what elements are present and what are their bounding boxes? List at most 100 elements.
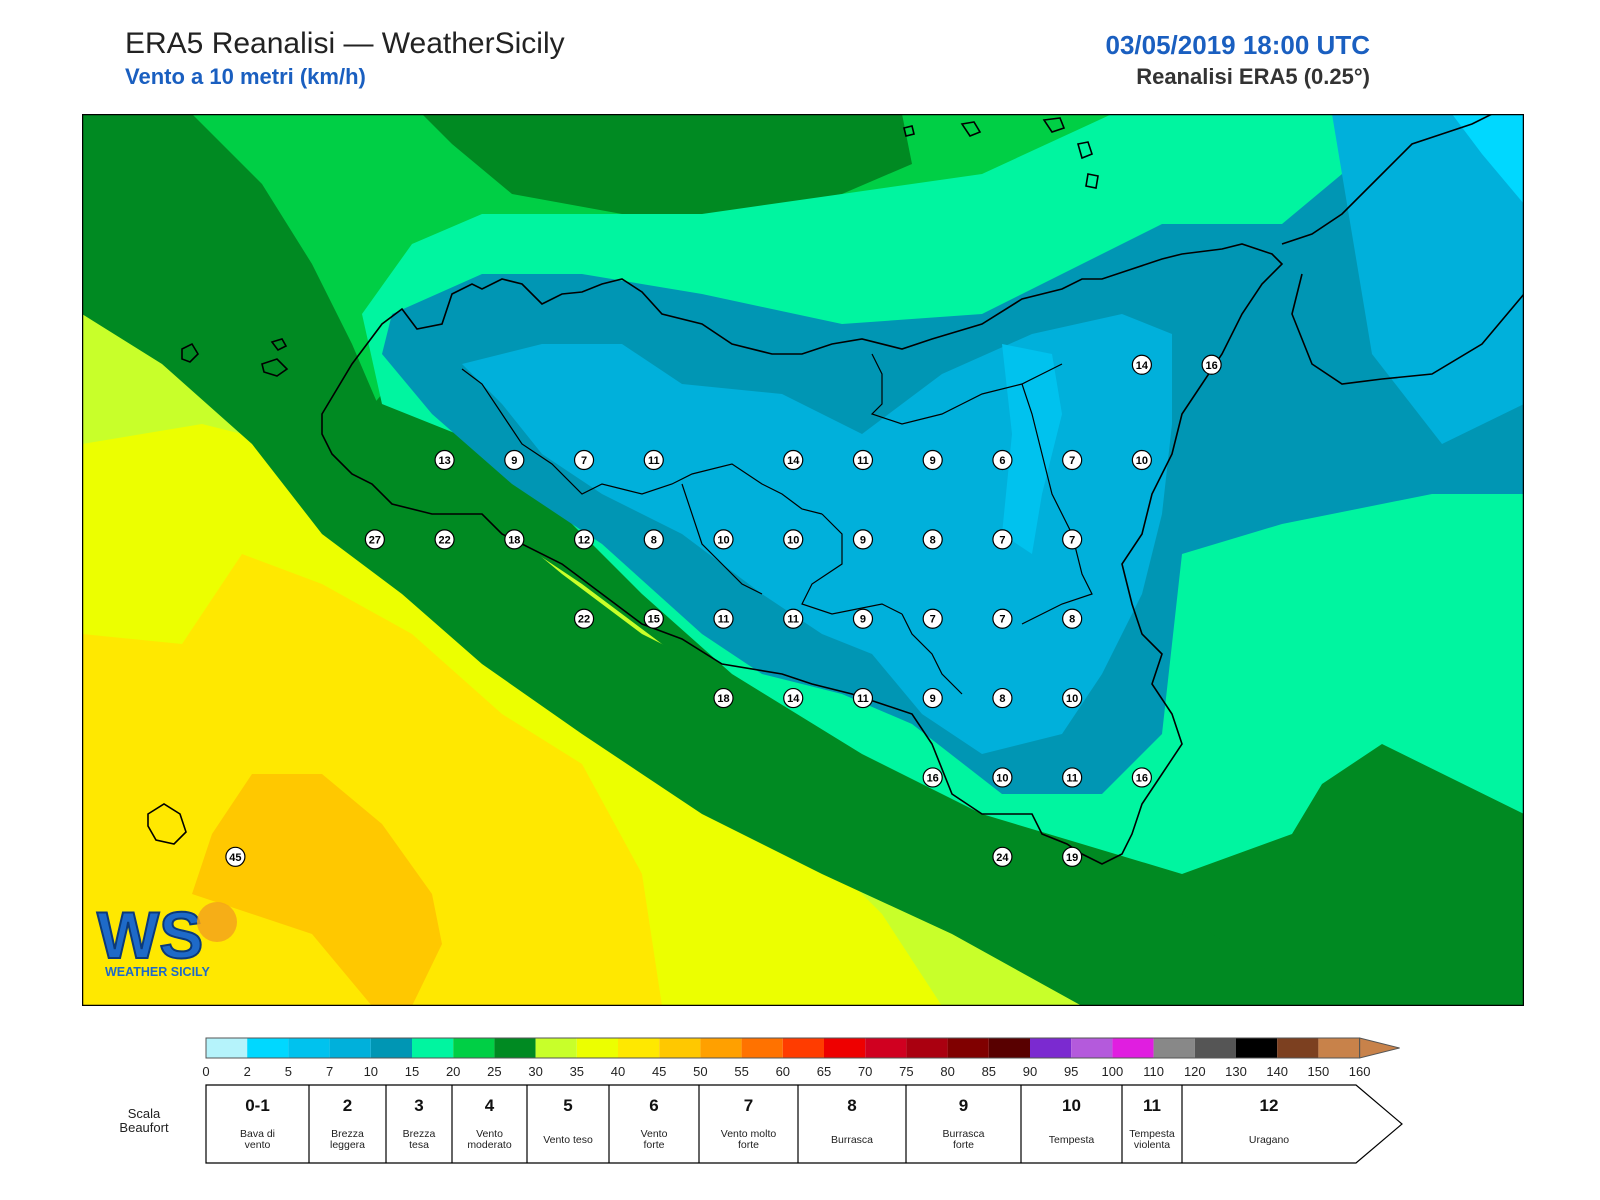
station-value: 45 <box>229 852 241 864</box>
station-marker: 9 <box>852 529 874 550</box>
station-marker: 11 <box>713 608 734 629</box>
station-value: 18 <box>508 534 520 546</box>
tick-label: 25 <box>487 1064 501 1079</box>
ws-logo-icon: WS WEATHER SICILY <box>96 897 237 979</box>
station-circle <box>992 687 1013 709</box>
station-value: 10 <box>1136 455 1148 467</box>
beaufort-label: Scala Beaufort <box>119 1106 169 1135</box>
beaufort-class: 3 Brezza tesa <box>403 1096 436 1151</box>
station-circle <box>364 529 385 550</box>
station-marker: 18 <box>713 687 734 709</box>
station-circle <box>1062 449 1083 471</box>
station-value: 10 <box>1066 693 1078 705</box>
tick-label: 2 <box>244 1064 251 1079</box>
page-title: ERA5 Reanalisi — WeatherSicily <box>125 27 565 60</box>
station-value: 7 <box>999 614 1005 626</box>
station-marker: 8 <box>922 529 943 550</box>
tick-label: 5 <box>285 1064 292 1079</box>
station-circle <box>992 608 1013 629</box>
station-circle <box>1201 354 1222 375</box>
wind-field-west-dark <box>82 114 1322 1006</box>
station-circle <box>573 608 595 629</box>
station-circle <box>713 608 734 629</box>
station-marker: 7 <box>992 529 1013 550</box>
station-value: 14 <box>787 693 800 705</box>
station-marker: 16 <box>1201 354 1222 375</box>
beaufort-class: 11 Tempesta violenta <box>1129 1096 1175 1151</box>
color-swatch <box>247 1038 289 1058</box>
header-right: 03/05/2019 18:00 UTC Reanalisi ERA5 (0.2… <box>1105 28 1370 92</box>
station-circle <box>434 529 455 550</box>
beaufort-desc: Brezza tesa <box>403 1128 436 1151</box>
beaufort-number: 5 <box>563 1096 572 1115</box>
station-marker: 11 <box>1062 767 1083 788</box>
station-circle <box>992 529 1013 550</box>
station-marker: 12 <box>573 529 595 550</box>
tick-label: 55 <box>734 1064 748 1079</box>
station-value: 19 <box>1066 852 1078 864</box>
station-marker: 10 <box>1131 449 1152 471</box>
station-circle <box>713 529 734 550</box>
tick-label: 35 <box>570 1064 584 1079</box>
station-marker: 8 <box>992 687 1013 709</box>
station-circle <box>434 449 455 471</box>
beaufort-class: 2 Brezza leggera <box>330 1096 365 1151</box>
color-swatch <box>1318 1038 1360 1058</box>
tick-label: 0 <box>202 1064 209 1079</box>
station-value: 22 <box>438 534 450 546</box>
color-swatch <box>1112 1038 1154 1058</box>
station-value: 11 <box>857 455 869 467</box>
model-label: Reanalisi ERA5 (0.25°) <box>1136 64 1370 89</box>
station-value: 14 <box>1136 360 1149 372</box>
station-marker: 27 <box>364 529 385 550</box>
station-circle <box>992 767 1013 788</box>
tick-label: 120 <box>1184 1064 1206 1079</box>
color-swatch <box>618 1038 660 1058</box>
station-value: 9 <box>930 455 936 467</box>
station-circle <box>852 529 874 550</box>
wind-field-north-dark <box>422 114 912 214</box>
beaufort-desc: Brezza leggera <box>330 1128 365 1151</box>
station-value: 9 <box>860 534 866 546</box>
tick-label: 7 <box>326 1064 333 1079</box>
beaufort-class: 7 Vento molto forte <box>721 1096 777 1151</box>
station-value: 11 <box>857 693 869 705</box>
tick-label: 40 <box>611 1064 625 1079</box>
station-value: 9 <box>860 614 866 626</box>
beaufort-class: 9 Burrasca forte <box>942 1096 984 1151</box>
station-circle <box>504 449 525 471</box>
beaufort-desc: Burrasca <box>831 1134 873 1146</box>
station-circle <box>922 767 943 788</box>
tick-label: 20 <box>446 1064 460 1079</box>
color-swatch <box>741 1038 783 1058</box>
tick-label: 30 <box>528 1064 542 1079</box>
station-circle <box>1062 846 1083 867</box>
tick-label: 70 <box>858 1064 872 1079</box>
beaufort-number: 2 <box>343 1096 352 1115</box>
station-marker: 11 <box>643 449 664 471</box>
station-marker: 8 <box>643 529 664 550</box>
station-value: 11 <box>718 614 730 626</box>
station-marker: 14 <box>783 687 804 709</box>
tick-label: 110 <box>1143 1064 1164 1079</box>
beaufort-number: 9 <box>959 1096 968 1115</box>
color-swatch <box>906 1038 948 1058</box>
station-value: 6 <box>999 455 1005 467</box>
station-value: 10 <box>996 772 1008 784</box>
egadi-islands <box>261 338 289 377</box>
station-value: 7 <box>581 455 587 467</box>
station-circle <box>992 449 1013 471</box>
station-marker: 16 <box>922 767 943 788</box>
station-circle <box>643 529 664 550</box>
station-value: 12 <box>578 534 590 546</box>
forecast-datetime: 03/05/2019 18:00 UTC <box>1105 30 1370 60</box>
color-swatch <box>453 1038 495 1058</box>
beaufort-number: 6 <box>649 1096 658 1115</box>
station-value: 11 <box>1066 772 1078 784</box>
beaufort-class: 8 Burrasca <box>831 1096 873 1146</box>
beaufort-desc: Tempesta violenta <box>1129 1128 1175 1151</box>
beaufort-desc: Vento molto forte <box>721 1128 777 1151</box>
beaufort-class: 0-1 Bava di vento <box>240 1096 275 1151</box>
tick-label: 65 <box>817 1064 831 1079</box>
station-marker: 13 <box>434 449 455 471</box>
